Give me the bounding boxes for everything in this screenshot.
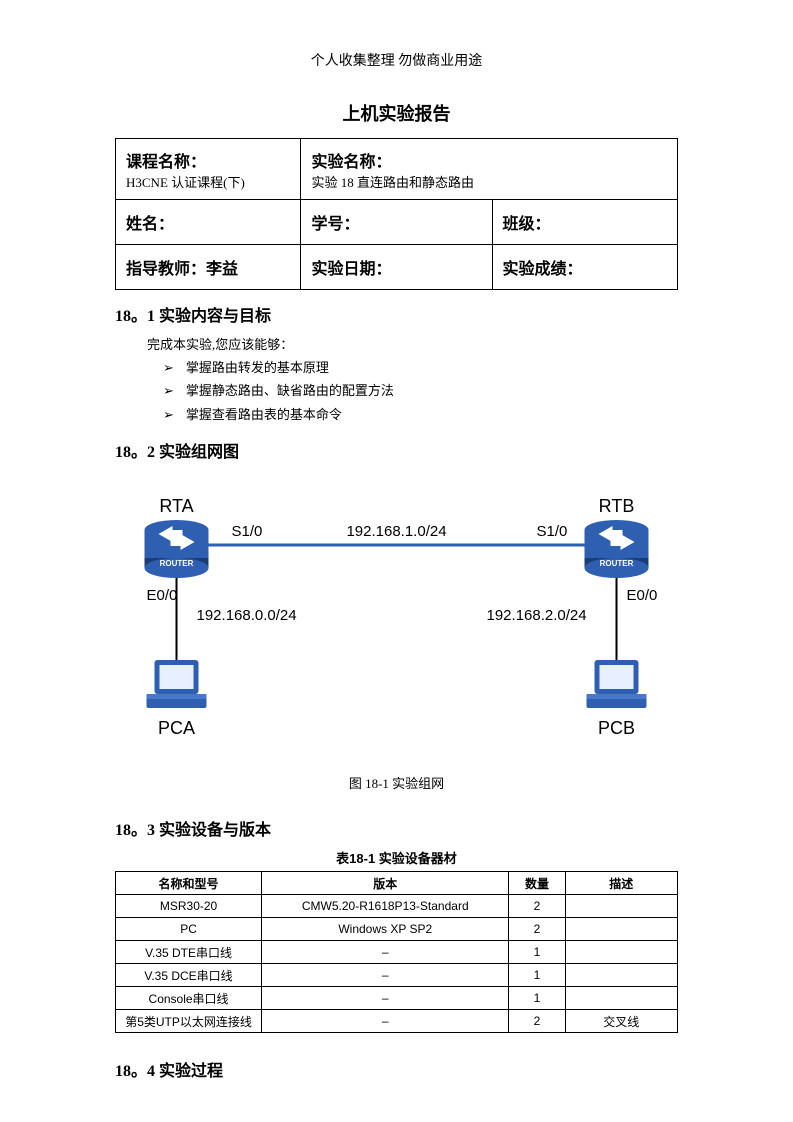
- table-row: 第5类UTP以太网连接线 – 2 交叉线: [116, 1010, 678, 1033]
- net-mid-label: 192.168.1.0/24: [346, 523, 446, 540]
- class-label: 班级：: [492, 200, 677, 245]
- list-item: 掌握查看路由表的基本命令: [115, 403, 678, 426]
- th-qty: 数量: [509, 872, 565, 895]
- objectives-list: 掌握路由转发的基本原理 掌握静态路由、缺省路由的配置方法 掌握查看路由表的基本命…: [115, 356, 678, 426]
- table-row: PC Windows XP SP2 2: [116, 918, 678, 941]
- cell-desc: [565, 987, 677, 1010]
- pc-pca-icon: [147, 660, 207, 708]
- teacher-label: 指导教师：李益: [116, 245, 301, 290]
- network-diagram: ROUTER RTA S1/0 E0/0 192.168.0.0/24 ROUT…: [115, 490, 678, 760]
- list-item: 掌握静态路由、缺省路由的配置方法: [115, 379, 678, 402]
- student-name-label: 姓名：: [116, 200, 301, 245]
- table-row: V.35 DTE串口线 – 1: [116, 941, 678, 964]
- date-label: 实验日期：: [301, 245, 492, 290]
- table-caption: 表18-1 实验设备器材: [115, 848, 678, 867]
- page-title: 上机实验报告: [115, 100, 678, 126]
- e00-right-label: E0/0: [627, 587, 658, 604]
- grade-label: 实验成绩：: [492, 245, 677, 290]
- section-4-heading: 18。4 实验过程: [115, 1057, 678, 1081]
- cell-ver: –: [262, 964, 509, 987]
- cell-desc: [565, 964, 677, 987]
- cell-ver: –: [262, 987, 509, 1010]
- th-desc: 描述: [565, 872, 677, 895]
- cell-ver: Windows XP SP2: [262, 918, 509, 941]
- cell-ver: –: [262, 1010, 509, 1033]
- cell-ver: CMW5.20-R1618P13-Standard: [262, 895, 509, 918]
- expname-label: 实验名称：: [311, 148, 667, 172]
- expname-value: 实验 18 直连路由和静态路由: [311, 172, 667, 191]
- e00-left-label: E0/0: [147, 587, 178, 604]
- router-label: ROUTER: [160, 559, 194, 568]
- th-name: 名称和型号: [116, 872, 262, 895]
- section-1-heading: 18。1 实验内容与目标: [115, 302, 678, 326]
- table-row: V.35 DCE串口线 – 1: [116, 964, 678, 987]
- s10-left-label: S1/0: [232, 523, 263, 540]
- cell-qty: 2: [509, 918, 565, 941]
- section-2-heading: 18。2 实验组网图: [115, 438, 678, 462]
- cell-course: 课程名称： H3CNE 认证课程(下): [116, 139, 301, 200]
- figure-caption: 图 18-1 实验组网: [115, 773, 678, 792]
- cell-name: MSR30-20: [116, 895, 262, 918]
- cell-qty: 2: [509, 1010, 565, 1033]
- rtb-label: RTB: [599, 496, 635, 516]
- table-row: Console串口线 – 1: [116, 987, 678, 1010]
- cell-name: Console串口线: [116, 987, 262, 1010]
- course-value: H3CNE 认证课程(下): [126, 172, 290, 191]
- cell-desc: 交叉线: [565, 1010, 677, 1033]
- cell-qty: 2: [509, 895, 565, 918]
- cell-name: 第5类UTP以太网连接线: [116, 1010, 262, 1033]
- cell-desc: [565, 918, 677, 941]
- s10-right-label: S1/0: [537, 523, 568, 540]
- net-right-label: 192.168.2.0/24: [487, 607, 587, 624]
- pcb-label: PCB: [598, 718, 635, 738]
- section-1-intro: 完成本实验,您应该能够：: [147, 334, 678, 356]
- watermark-text: 个人收集整理 勿做商业用途: [115, 50, 678, 70]
- net-left-label: 192.168.0.0/24: [197, 607, 297, 624]
- student-id-label: 学号：: [301, 200, 492, 245]
- router-rtb-icon: ROUTER: [585, 520, 649, 578]
- info-table: 课程名称： H3CNE 认证课程(下) 实验名称： 实验 18 直连路由和静态路…: [115, 138, 678, 290]
- cell-qty: 1: [509, 987, 565, 1010]
- cell-qty: 1: [509, 964, 565, 987]
- table-row: MSR30-20 CMW5.20-R1618P13-Standard 2: [116, 895, 678, 918]
- list-item: 掌握路由转发的基本原理: [115, 356, 678, 379]
- cell-name: V.35 DTE串口线: [116, 941, 262, 964]
- section-3-heading: 18。3 实验设备与版本: [115, 816, 678, 840]
- cell-ver: –: [262, 941, 509, 964]
- th-version: 版本: [262, 872, 509, 895]
- cell-name: PC: [116, 918, 262, 941]
- course-label: 课程名称：: [126, 148, 290, 172]
- cell-expname: 实验名称： 实验 18 直连路由和静态路由: [301, 139, 678, 200]
- pc-pcb-icon: [587, 660, 647, 708]
- cell-qty: 1: [509, 941, 565, 964]
- page: 个人收集整理 勿做商业用途 上机实验报告 课程名称： H3CNE 认证课程(下)…: [0, 0, 793, 1122]
- cell-desc: [565, 941, 677, 964]
- pca-label: PCA: [158, 718, 195, 738]
- router-label: ROUTER: [600, 559, 634, 568]
- cell-desc: [565, 895, 677, 918]
- router-rta-icon: ROUTER: [145, 520, 209, 578]
- cell-name: V.35 DCE串口线: [116, 964, 262, 987]
- equipment-table: 名称和型号 版本 数量 描述 MSR30-20 CMW5.20-R1618P13…: [115, 871, 678, 1033]
- rta-label: RTA: [159, 496, 193, 516]
